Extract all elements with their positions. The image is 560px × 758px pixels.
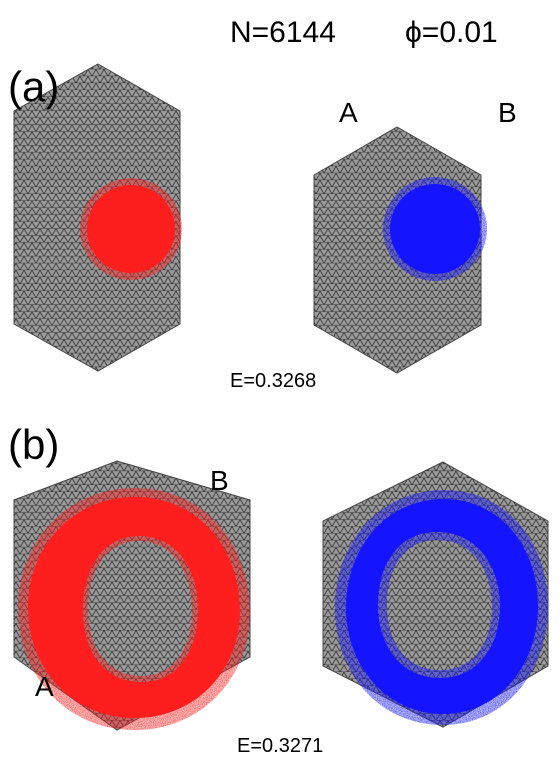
- phi-value-label: ϕ=0.01: [405, 16, 498, 49]
- particle-count-label: N=6144: [230, 16, 336, 49]
- blue-ring-core: [346, 499, 538, 714]
- energy-label-a: E=0.3268: [230, 370, 317, 392]
- species-a-label: A: [339, 97, 358, 128]
- panel-a-label: (a): [8, 63, 60, 110]
- blue-disk-core: [390, 184, 480, 274]
- species-a-label-panel-b: A: [35, 671, 54, 702]
- panel-b-right-hexagon: [322, 461, 549, 728]
- species-b-label-panel-b: B: [210, 465, 229, 496]
- panel-a-right-hexagon: [313, 126, 487, 374]
- species-b-label: B: [498, 97, 517, 128]
- panel-a-left-hexagon: [13, 63, 182, 372]
- energy-label-b: E=0.3271: [237, 735, 324, 757]
- red-disk-core: [87, 185, 175, 273]
- panel-b-label: (b): [8, 421, 60, 468]
- panel-b-left-hexagon: [13, 460, 251, 731]
- red-ring-core: [28, 497, 240, 718]
